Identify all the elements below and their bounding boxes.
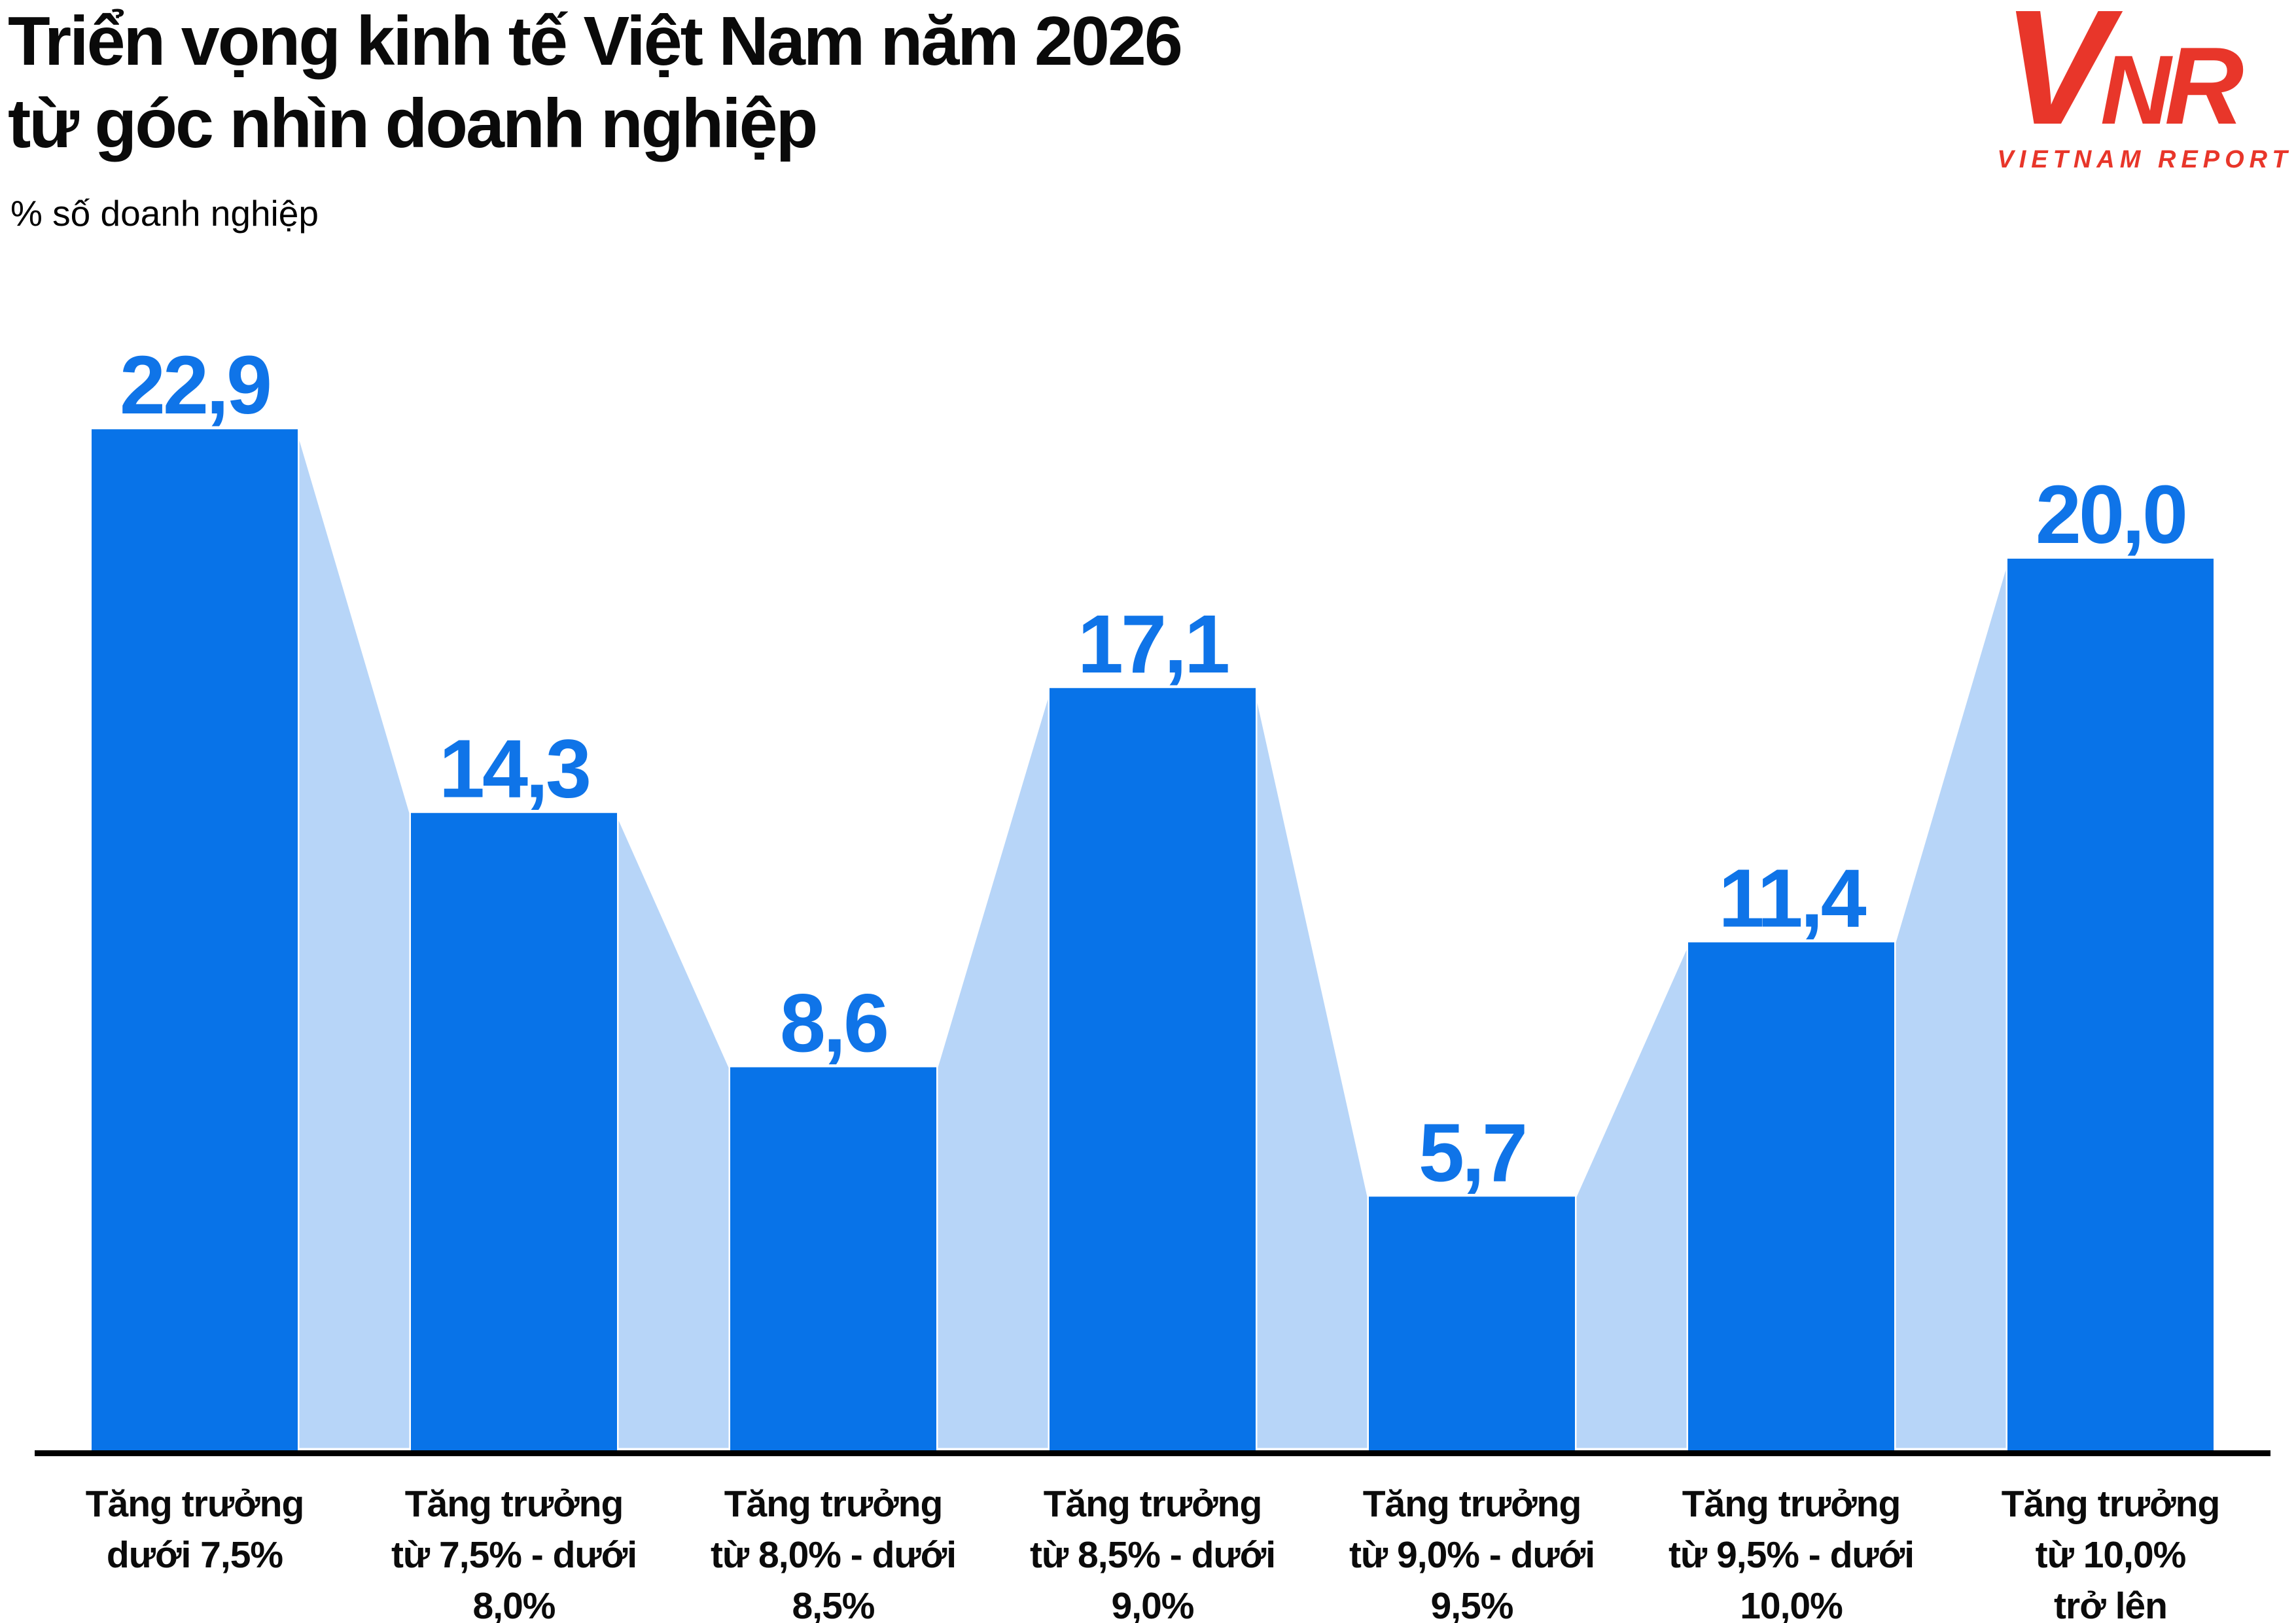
connector-ribbon <box>934 688 1051 1452</box>
category-label: Tăng trưởng từ 9,5% - dưới 10,0% <box>1669 1483 1914 1623</box>
vietnam-report-logo: V N R VIETNAM REPORT <box>1997 3 2292 173</box>
logo-letter-n-icon: N <box>2100 35 2173 145</box>
category-label: Tăng trưởng từ 8,0% - dưới 8,5% <box>711 1483 956 1623</box>
x-axis-line <box>35 1450 2270 1456</box>
bar <box>411 812 617 1451</box>
bar <box>1050 688 1256 1451</box>
logo-letter-v-icon: V <box>2002 3 2123 158</box>
bar <box>1688 942 1894 1451</box>
connector-ribbon <box>615 812 732 1452</box>
logo-caption: VIETNAM REPORT <box>1997 146 2292 173</box>
connector-ribbon <box>1892 558 2009 1452</box>
category-label: Tăng trưởng từ 8,5% - dưới 9,0% <box>1030 1483 1275 1623</box>
bar <box>2007 559 2214 1451</box>
category-label: Tăng trưởng từ 7,5% - dưới 8,0% <box>391 1483 637 1623</box>
logo-letter-r-icon: R <box>2164 24 2244 147</box>
connector-ribbon <box>296 428 413 1452</box>
bar <box>730 1067 936 1451</box>
category-label: Tăng trưởng từ 9,0% - dưới 9,5% <box>1349 1483 1595 1623</box>
value-label: 11,4 <box>1718 852 1866 945</box>
value-label: 17,1 <box>1078 598 1228 690</box>
value-label: 20,0 <box>2036 468 2185 561</box>
connector-ribbon <box>1573 941 1690 1452</box>
page-title: Triển vọng kinh tế Việt Nam năm 2026 từ … <box>8 0 1183 165</box>
category-label: Tăng trưởng từ 10,0% trở lên <box>2002 1483 2220 1623</box>
category-label: Tăng trưởng dưới 7,5% <box>86 1483 304 1576</box>
title-line-1: Triển vọng kinh tế Việt Nam năm 2026 <box>8 3 1183 80</box>
connector-ribbon <box>1254 688 1371 1452</box>
unit-note: % số doanh nghiệp <box>10 193 319 234</box>
bar <box>92 429 298 1451</box>
value-label: 22,9 <box>120 339 270 431</box>
value-label: 8,6 <box>780 977 887 1069</box>
bar <box>1369 1196 1575 1451</box>
value-label: 5,7 <box>1419 1106 1525 1198</box>
title-line-2: từ góc nhìn doanh nghiệp <box>8 85 818 162</box>
value-label: 14,3 <box>439 723 589 815</box>
